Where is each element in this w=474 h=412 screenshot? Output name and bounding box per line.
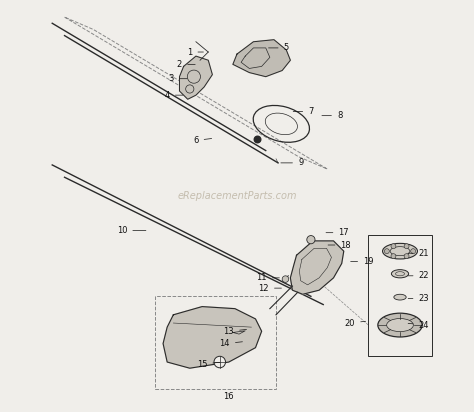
Text: 14: 14 bbox=[219, 339, 242, 348]
Circle shape bbox=[391, 244, 396, 249]
Text: 5: 5 bbox=[268, 43, 289, 52]
Bar bbox=[368, 235, 432, 356]
Circle shape bbox=[410, 249, 416, 254]
Text: 22: 22 bbox=[408, 272, 429, 280]
Text: 11: 11 bbox=[256, 273, 279, 282]
Bar bbox=[155, 296, 276, 389]
Polygon shape bbox=[291, 241, 344, 294]
Circle shape bbox=[307, 236, 315, 244]
Text: 1: 1 bbox=[187, 47, 203, 56]
Ellipse shape bbox=[392, 269, 409, 278]
Ellipse shape bbox=[378, 313, 422, 337]
Text: 15: 15 bbox=[197, 360, 220, 369]
Text: 17: 17 bbox=[326, 228, 349, 237]
Text: 24: 24 bbox=[408, 321, 429, 330]
Circle shape bbox=[384, 249, 389, 254]
Text: 2: 2 bbox=[177, 60, 195, 69]
Text: 18: 18 bbox=[328, 241, 351, 250]
Text: 12: 12 bbox=[258, 283, 282, 293]
Ellipse shape bbox=[387, 318, 413, 332]
Circle shape bbox=[214, 356, 226, 368]
Ellipse shape bbox=[383, 243, 418, 259]
Text: 4: 4 bbox=[164, 91, 183, 100]
Text: 9: 9 bbox=[281, 158, 303, 167]
Circle shape bbox=[254, 136, 261, 143]
Circle shape bbox=[391, 254, 396, 259]
Polygon shape bbox=[233, 40, 291, 77]
Polygon shape bbox=[163, 307, 262, 368]
Text: 13: 13 bbox=[223, 327, 246, 336]
Text: 19: 19 bbox=[351, 257, 374, 266]
Text: 7: 7 bbox=[293, 107, 314, 116]
Text: 10: 10 bbox=[117, 226, 146, 235]
Text: 20: 20 bbox=[345, 318, 365, 328]
Circle shape bbox=[282, 276, 289, 282]
Text: 8: 8 bbox=[322, 111, 342, 120]
Text: 3: 3 bbox=[169, 74, 187, 83]
Text: eReplacementParts.com: eReplacementParts.com bbox=[177, 191, 297, 201]
Ellipse shape bbox=[394, 294, 406, 300]
Circle shape bbox=[404, 244, 409, 249]
Polygon shape bbox=[180, 56, 212, 99]
Text: 6: 6 bbox=[193, 136, 212, 145]
Text: 16: 16 bbox=[223, 393, 234, 401]
Circle shape bbox=[404, 254, 409, 259]
Text: 21: 21 bbox=[408, 249, 429, 258]
Text: 23: 23 bbox=[408, 294, 429, 303]
